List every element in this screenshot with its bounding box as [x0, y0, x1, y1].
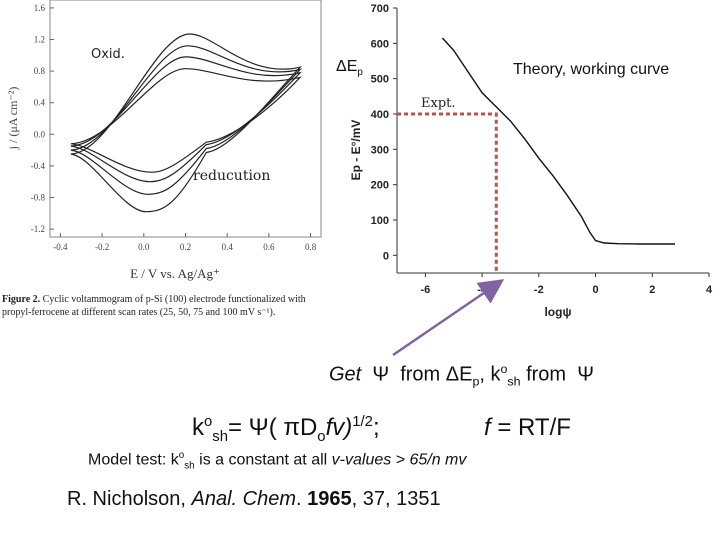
- caption-text: Cyclic voltammogram of p-Si (100) electr…: [2, 294, 306, 318]
- arrow-line: [392, 279, 505, 357]
- cv-plot-frame: [49, 0, 322, 238]
- cv-y-tick-label: -0.4: [31, 161, 46, 171]
- wc-x-axis-label: logψ: [544, 305, 571, 319]
- wc-y-tick-label: 200: [371, 180, 389, 192]
- get-line: Get Ψ from ΔEp, kosh from Ψ: [329, 362, 594, 389]
- ref-author: R. Nicholson,: [67, 488, 192, 510]
- wc-y-tick-label: 500: [371, 74, 389, 86]
- cv-y-tick-label: 0.0: [34, 129, 46, 139]
- cv-curve: [70, 68, 302, 173]
- eq-sup-half: 1/2: [352, 414, 373, 430]
- cv-x-tick-label: 0.8: [305, 242, 317, 252]
- oxid-label: Oxid.: [91, 47, 125, 62]
- wc-y-tick-label: 400: [371, 109, 389, 121]
- cv-chart: -0.4 -0.2 0.0 0.2 0.4 0.6 0.8 -1.2 -0.8 -0.4 0.0 0.…: [6, 0, 322, 281]
- delta-ep-text: ΔE: [336, 58, 358, 75]
- theory-label: Theory, working curve: [513, 61, 670, 78]
- sup-o: o: [500, 362, 508, 376]
- eq-sup-o: o: [204, 414, 213, 430]
- model-test-line: Model test: kosh is a constant at all v-…: [88, 450, 466, 472]
- reduction-label: reducution: [193, 168, 271, 184]
- rt-over-f: = RT/F: [490, 414, 571, 441]
- cv-curve: [70, 45, 302, 195]
- cv-x-tick-label: 0.0: [138, 242, 150, 252]
- model-v-values: v-values > 65/n mv: [331, 451, 467, 469]
- get-word: Get: [329, 363, 362, 386]
- wc-x-tick-label: -2: [534, 284, 544, 296]
- cv-x-tick-label: 0.6: [263, 242, 275, 252]
- cv-curve: [70, 56, 302, 183]
- ref-year: 1965: [307, 488, 352, 510]
- ref-rest: , 37, 1351: [351, 488, 441, 510]
- eq-sub-sh: sh: [212, 428, 228, 445]
- cv-curve: [70, 33, 302, 213]
- wc-y-tick-label: 100: [371, 215, 389, 227]
- delta-ep-label: ΔEp: [336, 58, 363, 78]
- eq-sub-o: o: [317, 428, 326, 445]
- eq-semi: ;: [372, 414, 380, 441]
- from-word: from: [520, 363, 567, 386]
- eq-fv: fv): [325, 414, 353, 441]
- f-definition: f = RT/F: [484, 414, 571, 442]
- sub-p: p: [472, 374, 480, 389]
- cv-y-axis-label: j / (μA cm⁻²): [6, 87, 20, 151]
- wc-x-tick-label: 2: [649, 284, 655, 296]
- wc-y-tick-label: 600: [371, 38, 389, 50]
- wc-x-tick-label: -6: [420, 284, 430, 296]
- from-delta-ep: from ΔE: [400, 363, 473, 386]
- cv-y-tick-label: -0.8: [31, 193, 46, 203]
- wc-y-tick-label: 300: [371, 144, 389, 156]
- cv-y-tick-label: -1.2: [31, 224, 45, 234]
- model-sup-o: o: [178, 450, 185, 461]
- wc-expt-reading-line: [397, 112, 498, 273]
- cv-y-tick-label: 0.8: [34, 66, 46, 76]
- psi-2: Ψ: [577, 363, 594, 386]
- comma-k: , k: [479, 363, 501, 386]
- cv-x-tick-label: -0.4: [53, 242, 68, 252]
- figure-caption: Figure 2. Cyclic voltammogram of p-Si (1…: [2, 293, 327, 319]
- cv-y-tick-label: 0.4: [34, 98, 46, 108]
- eq-body: = Ψ( πD: [228, 414, 318, 441]
- cv-x-tick-label: 0.4: [222, 242, 234, 252]
- cv-x-axis-label: E / V vs. Ag/Ag⁺: [130, 266, 220, 281]
- cv-x-tick-label: 0.2: [180, 242, 191, 252]
- cv-y-tick-label: 1.2: [34, 35, 45, 45]
- ref-journal: Anal. Chem: [191, 488, 297, 510]
- caption-bold: Figure 2.: [2, 294, 41, 305]
- wc-theory-curve: [441, 37, 675, 245]
- sub-sh: sh: [507, 374, 521, 389]
- wc-y-tick-label: 0: [383, 250, 389, 262]
- wc-x-tick-label: 4: [706, 284, 713, 296]
- cv-y-tick-label: 1.6: [34, 3, 46, 13]
- f-symbol: f: [484, 414, 491, 441]
- model-sub-sh: sh: [184, 460, 195, 472]
- expt-label: Expt.: [421, 96, 456, 111]
- cv-x-tick-label: -0.2: [95, 242, 109, 252]
- wc-x-tick-label: 0: [592, 284, 598, 296]
- ref-dot: .: [296, 488, 308, 510]
- wc-y-tick-label: 700: [371, 3, 389, 15]
- wc-y-axis-label: Ep - E°/mV: [349, 120, 363, 181]
- model-middle: is a constant at all: [194, 451, 332, 469]
- model-prefix: Model test: k: [88, 451, 179, 469]
- eq-k: k: [192, 414, 204, 441]
- delta-ep-sub: p: [357, 67, 363, 79]
- equation-line: kosh= Ψ( πDofv)1/2;: [192, 414, 380, 445]
- reference-line: R. Nicholson, Anal. Chem. 1965, 37, 1351: [67, 488, 441, 511]
- psi-1: Ψ: [372, 363, 390, 386]
